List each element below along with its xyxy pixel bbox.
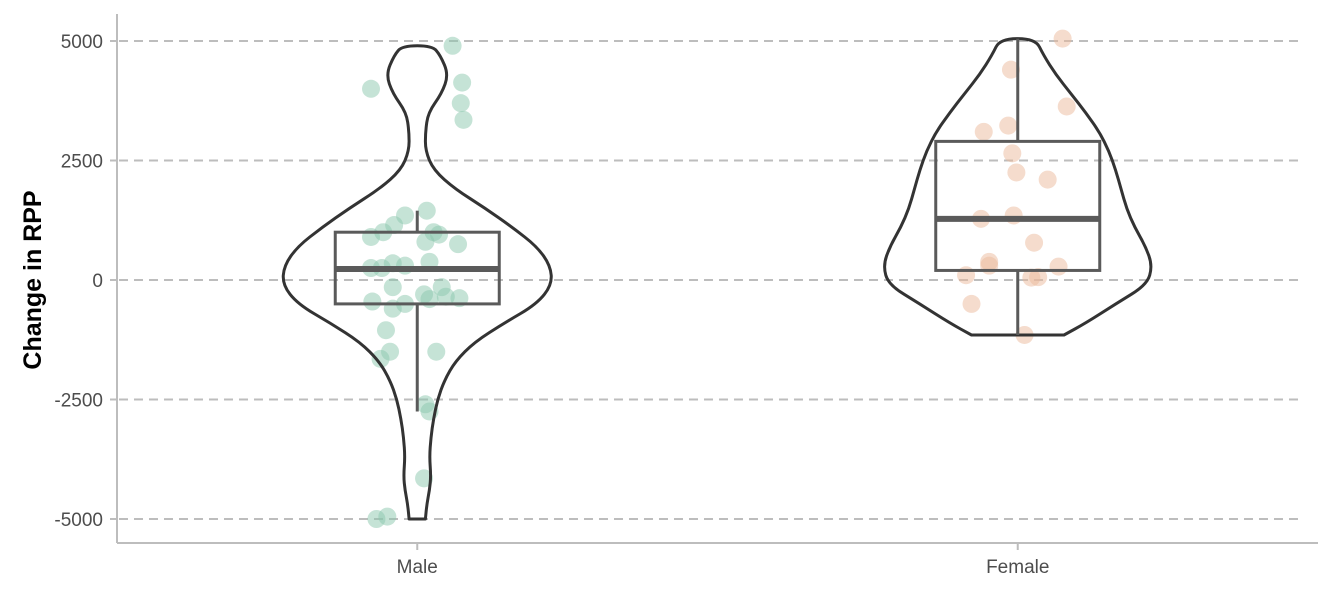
data-point-male (443, 36, 462, 55)
gridlines (119, 40, 1304, 520)
box-female (934, 139, 1102, 272)
data-point-female (980, 252, 999, 271)
data-point-male (417, 201, 436, 220)
y-tick-label: 0 (92, 271, 103, 292)
data-point-female (1001, 60, 1020, 79)
violin-male (281, 44, 553, 521)
violin-female (883, 37, 1153, 337)
data-point-male (383, 278, 402, 297)
data-point-female (1025, 233, 1044, 252)
data-point-male (378, 507, 397, 526)
data-points (362, 29, 1076, 528)
data-point-female (957, 266, 976, 285)
data-point-female (1038, 170, 1057, 189)
y-axis-title: Change in RPP (19, 190, 47, 369)
data-point-female (999, 116, 1018, 135)
axis-ticks: 5000 2500 0 -2500 -5000 Male Female (54, 32, 1049, 578)
data-point-female (1029, 268, 1048, 287)
data-point-male (453, 73, 472, 92)
data-point-male (396, 206, 415, 225)
data-point-male (427, 342, 446, 361)
data-point-male (415, 285, 434, 304)
data-point-male (363, 292, 382, 311)
data-point-male (454, 110, 473, 129)
data-point-male (415, 469, 434, 488)
x-tick-label: Female (986, 557, 1049, 578)
data-point-male (451, 94, 470, 113)
data-point-female (962, 294, 981, 313)
data-point-female (1003, 144, 1022, 163)
y-tick-label: -5000 (54, 510, 103, 531)
data-point-female (1007, 163, 1026, 182)
data-point-male (362, 79, 381, 98)
data-point-male (376, 321, 395, 340)
data-point-female (1053, 29, 1072, 48)
data-point-female (1049, 257, 1068, 276)
data-point-male (381, 342, 400, 361)
data-point-female (974, 122, 993, 141)
data-point-male (432, 278, 451, 297)
boxplots (333, 38, 1102, 412)
data-point-male (416, 395, 435, 414)
y-tick-label: 5000 (61, 32, 103, 53)
y-tick-label: -2500 (54, 391, 103, 412)
y-tick-label: 2500 (61, 152, 103, 173)
data-point-female (1057, 97, 1076, 116)
violins (281, 37, 1153, 521)
data-point-male (449, 235, 468, 254)
axes: Change in RPP (19, 14, 1318, 544)
x-tick-label: Male (397, 557, 438, 578)
